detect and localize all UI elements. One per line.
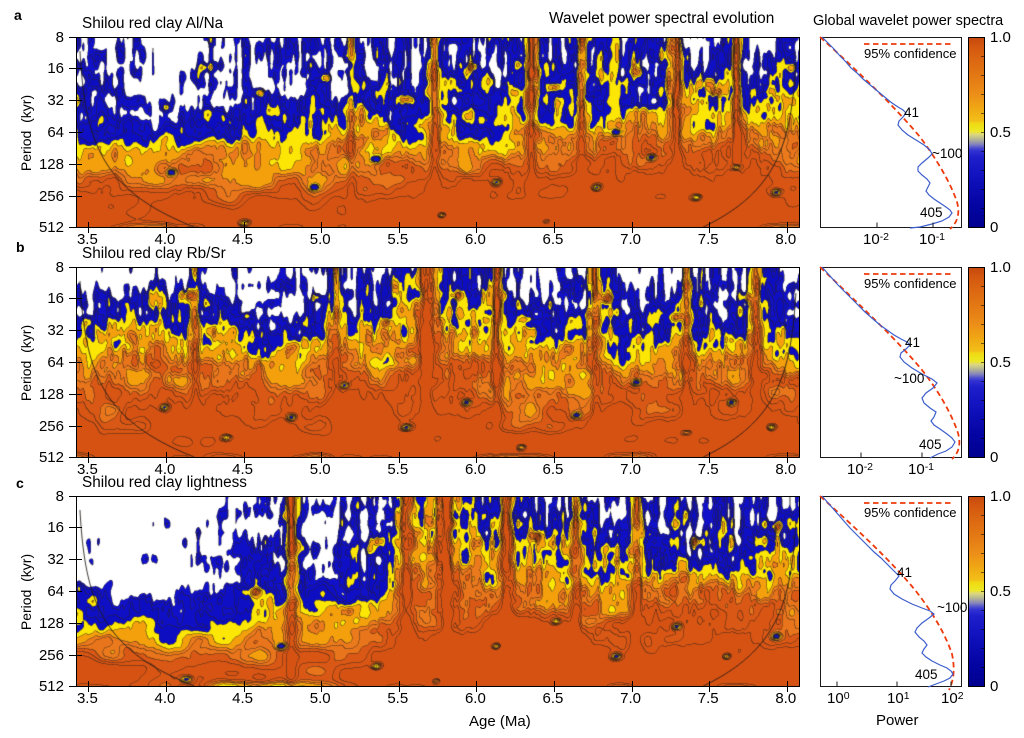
svg-text:405: 405 (919, 437, 942, 452)
svg-text:41: 41 (905, 335, 920, 350)
svg-text:95% confidence: 95% confidence (864, 276, 957, 291)
svg-text:41: 41 (904, 105, 919, 120)
svg-text:405: 405 (920, 205, 943, 220)
svg-text:95% confidence: 95% confidence (864, 505, 957, 520)
svg-text:~100: ~100 (894, 371, 924, 386)
svg-text:~100: ~100 (937, 600, 967, 615)
svg-text:41: 41 (897, 565, 912, 580)
svg-text:405: 405 (915, 667, 938, 682)
svg-text:~100: ~100 (932, 146, 962, 161)
svg-text:95% confidence: 95% confidence (864, 46, 957, 61)
